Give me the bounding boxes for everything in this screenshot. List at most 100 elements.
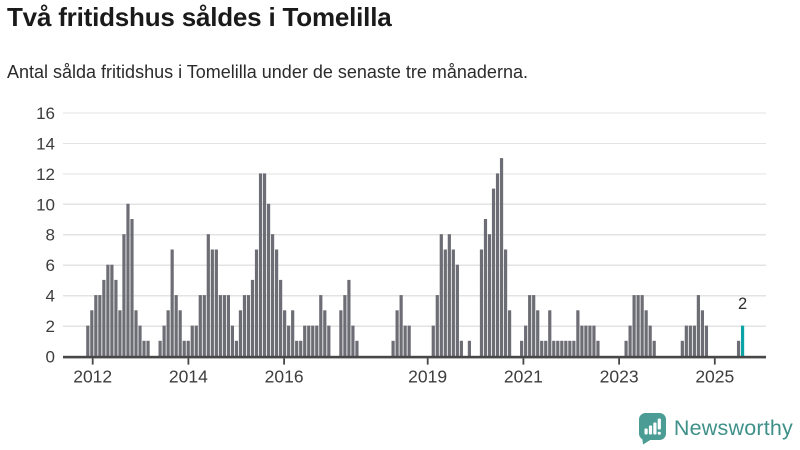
bar xyxy=(130,219,134,356)
y-axis-label: 12 xyxy=(36,165,55,184)
bar xyxy=(234,340,239,356)
y-axis-label: 10 xyxy=(36,195,55,214)
bar xyxy=(307,325,311,356)
bar xyxy=(491,188,496,356)
bar xyxy=(258,173,263,356)
bar xyxy=(568,340,572,356)
bar xyxy=(540,340,544,356)
bar xyxy=(451,249,455,356)
x-axis-tick xyxy=(426,358,429,365)
bar xyxy=(262,173,267,356)
bar xyxy=(391,340,395,356)
bar xyxy=(110,264,114,356)
bar xyxy=(311,325,315,356)
bar xyxy=(319,295,323,356)
bar xyxy=(126,203,130,356)
x-axis-label: 2016 xyxy=(265,367,304,387)
bar xyxy=(102,279,106,356)
y-axis-label: 0 xyxy=(46,348,55,367)
bar xyxy=(299,340,303,356)
bar xyxy=(524,325,528,356)
bar xyxy=(327,325,331,356)
bar xyxy=(303,325,307,356)
x-axis-tick xyxy=(187,358,190,365)
bar xyxy=(266,203,271,356)
bar xyxy=(122,234,126,356)
y-axis-label: 6 xyxy=(46,256,55,275)
bar xyxy=(532,295,536,356)
x-axis-label: 2023 xyxy=(600,367,639,387)
bar xyxy=(552,340,556,356)
bar xyxy=(636,295,640,356)
bar xyxy=(355,340,359,356)
bar xyxy=(118,310,122,356)
bar xyxy=(194,325,198,356)
bar xyxy=(455,264,459,356)
bar xyxy=(246,295,251,356)
y-axis-label: 8 xyxy=(46,226,55,245)
bar xyxy=(536,310,540,356)
bar xyxy=(560,340,564,356)
bar xyxy=(407,325,411,356)
bar xyxy=(134,310,138,356)
bar xyxy=(162,325,166,356)
bar xyxy=(692,325,696,356)
bar xyxy=(592,325,596,356)
bar xyxy=(90,310,94,356)
x-axis-tick xyxy=(618,358,620,365)
x-axis-tick xyxy=(283,358,285,365)
bar xyxy=(198,295,202,356)
bar xyxy=(279,279,283,356)
bar xyxy=(323,310,327,356)
x-axis-label: 2012 xyxy=(73,367,112,387)
newsworthy-brand-text: Newsworthy xyxy=(673,416,793,440)
bar xyxy=(624,340,628,356)
newsworthy-logo-icon xyxy=(638,413,666,445)
y-axis-label: 16 xyxy=(36,104,55,123)
bar xyxy=(206,234,210,356)
x-axis-label: 2019 xyxy=(408,367,447,387)
bar xyxy=(696,295,700,356)
bar xyxy=(98,295,102,356)
bar xyxy=(556,340,560,356)
bar xyxy=(447,234,451,356)
bar xyxy=(483,219,488,356)
bar xyxy=(688,325,692,356)
bar xyxy=(114,279,118,356)
bar xyxy=(507,310,512,356)
bar xyxy=(94,295,98,356)
bar xyxy=(652,340,656,356)
x-axis-label: 2021 xyxy=(504,367,543,387)
y-axis-label: 2 xyxy=(46,317,55,336)
bar xyxy=(495,173,500,356)
bar xyxy=(443,249,447,356)
bar xyxy=(580,325,584,356)
bar xyxy=(295,340,299,356)
bar xyxy=(283,310,287,356)
bar xyxy=(680,340,684,356)
bar xyxy=(210,249,214,356)
bar xyxy=(736,340,741,356)
bar xyxy=(142,340,146,356)
newsworthy-logo[interactable]: Newsworthy xyxy=(638,412,793,445)
bar xyxy=(226,295,230,356)
y-axis-label: 4 xyxy=(46,287,55,306)
bar xyxy=(548,310,552,356)
bar xyxy=(479,249,484,356)
last-value-label: 2 xyxy=(738,295,747,313)
x-axis-line xyxy=(63,355,766,359)
bar xyxy=(572,340,576,356)
bar xyxy=(270,234,275,356)
bar xyxy=(275,249,279,356)
bar xyxy=(106,264,110,356)
bar xyxy=(146,340,150,356)
bar xyxy=(704,325,709,356)
bar xyxy=(684,325,688,356)
bar xyxy=(222,295,226,356)
bar xyxy=(648,325,652,356)
bar xyxy=(250,279,255,356)
bar xyxy=(528,295,532,356)
bar xyxy=(343,295,347,356)
x-axis-label: 2025 xyxy=(695,367,734,387)
